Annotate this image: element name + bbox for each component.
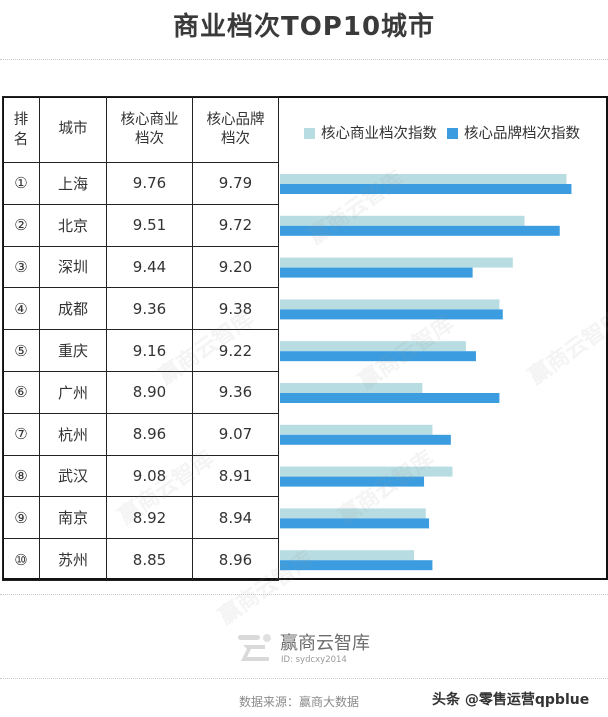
header-city: 城市 xyxy=(39,96,107,163)
table-row: ② 北京 9.51 9.72 xyxy=(2,203,279,247)
brand-id: ID: sydcxy2014 xyxy=(281,655,347,665)
rank-cell: ⑤ xyxy=(2,329,40,372)
brand-value: 9.20 xyxy=(192,245,279,289)
table-row: ⑨ 南京 8.92 8.94 xyxy=(2,496,279,540)
chart-legend: 核心商业档次指数 核心品牌档次指数 xyxy=(304,122,580,143)
bar-brand-3 xyxy=(280,267,473,278)
bar-brand-9 xyxy=(280,518,430,529)
rank-cell: ⑥ xyxy=(2,370,40,414)
divider-footer-bottom xyxy=(0,678,608,679)
bar-chart xyxy=(280,174,572,571)
legend-swatch-brand xyxy=(447,128,458,139)
bar-brand-8 xyxy=(280,476,425,487)
bar-commercial-10 xyxy=(280,550,414,561)
brand-value: 9.07 xyxy=(192,412,279,456)
commercial-value: 9.44 xyxy=(106,245,193,289)
city-cell: 苏州 xyxy=(39,538,107,581)
table-row: ① 上海 9.76 9.79 xyxy=(2,162,279,205)
commercial-value: 9.16 xyxy=(106,329,193,372)
table-row: ⑤ 重庆 9.16 9.22 xyxy=(2,329,279,372)
rank-cell: ⑨ xyxy=(2,496,40,540)
legend-item-commercial: 核心商业档次指数 xyxy=(304,122,437,143)
rank-cell: ② xyxy=(2,203,40,247)
city-cell: 成都 xyxy=(39,287,107,331)
rank-cell: ③ xyxy=(2,245,40,289)
brand-logo-icon xyxy=(238,634,271,661)
city-cell: 杭州 xyxy=(39,412,107,456)
table-row: ⑧ 武汉 9.08 8.91 xyxy=(2,454,279,498)
bar-commercial-4 xyxy=(280,299,500,310)
commercial-value: 8.92 xyxy=(106,496,193,540)
bar-commercial-7 xyxy=(280,424,433,435)
brand-value: 9.79 xyxy=(192,162,279,205)
table-row: ⑥ 广州 8.90 9.36 xyxy=(2,370,279,414)
bar-commercial-8 xyxy=(280,466,453,477)
commercial-value: 8.96 xyxy=(106,412,193,456)
chart-title: 商业档次TOP10城市 xyxy=(172,12,436,42)
bar-brand-7 xyxy=(280,434,451,445)
bar-commercial-1 xyxy=(280,174,567,184)
bar-brand-4 xyxy=(280,309,503,320)
brand-value: 9.36 xyxy=(192,370,279,414)
commercial-value: 8.85 xyxy=(106,538,193,581)
rank-cell: ⑦ xyxy=(2,412,40,456)
bar-brand-6 xyxy=(280,393,500,403)
ranking-table: 排名 城市 核心商业档次 核心品牌档次 ① 上海 9.76 9.79 ② 北京 9.51 9.… xyxy=(2,96,279,581)
bar-commercial-9 xyxy=(280,508,426,519)
divider-top xyxy=(0,59,608,60)
rank-cell: ① xyxy=(2,162,40,205)
brand-value: 8.96 xyxy=(192,538,279,581)
data-source: 数据来源：赢商大数据 xyxy=(239,695,360,709)
city-cell: 重庆 xyxy=(39,329,107,372)
bar-commercial-3 xyxy=(280,257,513,268)
rank-cell: ④ xyxy=(2,287,40,331)
bar-commercial-6 xyxy=(280,383,423,393)
bar-brand-5 xyxy=(280,351,476,362)
divider-footer-top xyxy=(0,594,608,595)
header-rank: 排名 xyxy=(2,96,40,163)
table-header-row: 排名 城市 核心商业档次 核心品牌档次 xyxy=(2,96,279,163)
brand-value: 8.94 xyxy=(192,496,279,540)
legend-swatch-commercial xyxy=(304,128,315,139)
bar-commercial-5 xyxy=(280,341,466,352)
commercial-value: 9.08 xyxy=(106,454,193,498)
city-cell: 北京 xyxy=(39,203,107,247)
city-cell: 广州 xyxy=(39,370,107,414)
table-row: ⑩ 苏州 8.85 8.96 xyxy=(2,538,279,581)
legend-item-brand: 核心品牌档次指数 xyxy=(447,122,580,143)
legend-label-commercial: 核心商业档次指数 xyxy=(321,126,437,142)
brand-value: 9.72 xyxy=(192,203,279,247)
brand-value: 8.91 xyxy=(192,454,279,498)
city-cell: 南京 xyxy=(39,496,107,540)
header-commercial: 核心商业档次 xyxy=(106,96,193,163)
author-credit: 头条 @零售运营qpblue xyxy=(432,692,590,708)
commercial-value: 9.36 xyxy=(106,287,193,331)
bar-brand-1 xyxy=(280,184,572,194)
brand-value: 9.22 xyxy=(192,329,279,372)
bar-brand-2 xyxy=(280,225,560,236)
city-cell: 深圳 xyxy=(39,245,107,289)
table-row: ③ 深圳 9.44 9.20 xyxy=(2,245,279,289)
city-cell: 武汉 xyxy=(39,454,107,498)
commercial-value: 9.76 xyxy=(106,162,193,205)
rank-cell: ⑧ xyxy=(2,454,40,498)
bar-brand-10 xyxy=(280,560,433,571)
bar-commercial-2 xyxy=(280,215,525,226)
header-brand: 核心品牌档次 xyxy=(192,96,279,163)
city-cell: 上海 xyxy=(39,162,107,205)
legend-label-brand: 核心品牌档次指数 xyxy=(464,126,580,142)
brand-name: 赢商云智库 xyxy=(280,633,370,654)
commercial-value: 9.51 xyxy=(106,203,193,247)
table-row: ⑦ 杭州 8.96 9.07 xyxy=(2,412,279,456)
rank-cell: ⑩ xyxy=(2,538,40,581)
